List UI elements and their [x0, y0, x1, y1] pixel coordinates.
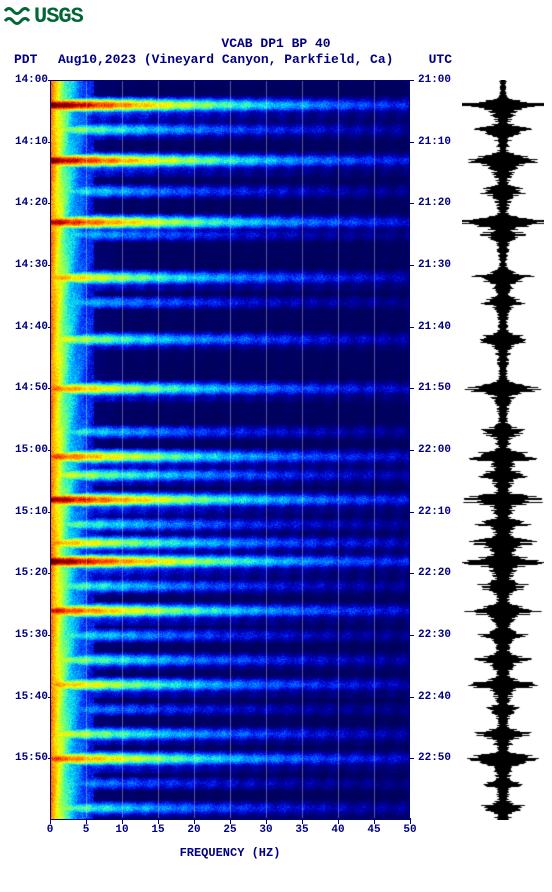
ytick-left: 15:20 — [0, 567, 52, 579]
xtick: 5 — [83, 824, 90, 836]
xaxis-label: FREQUENCY (HZ) — [50, 846, 410, 860]
ytick-left: 14:40 — [0, 321, 52, 333]
xtick: 20 — [187, 824, 200, 836]
ytick-left: 15:50 — [0, 752, 52, 764]
xtick: 50 — [403, 824, 416, 836]
xtick: 35 — [295, 824, 308, 836]
ytick-right: 21:40 — [414, 321, 462, 333]
ytick-right: 21:00 — [414, 74, 462, 86]
ytick-right: 22:00 — [414, 444, 462, 456]
xtick: 25 — [223, 824, 236, 836]
ytick-right: 22:20 — [414, 567, 462, 579]
xtick: 40 — [331, 824, 344, 836]
xtick: 10 — [115, 824, 128, 836]
usgs-logo: USGS — [4, 4, 83, 29]
spectrogram-plot — [50, 80, 410, 820]
ytick-left: 14:50 — [0, 382, 52, 394]
tz-right-label: UTC — [429, 52, 452, 67]
ytick-left: 14:00 — [0, 74, 52, 86]
ytick-right: 22:40 — [414, 691, 462, 703]
ytick-left: 14:20 — [0, 197, 52, 209]
waveform-plot — [462, 80, 544, 820]
xtick: 30 — [259, 824, 272, 836]
ytick-right: 21:20 — [414, 197, 462, 209]
ytick-right: 21:50 — [414, 382, 462, 394]
ytick-left: 15:30 — [0, 629, 52, 641]
ytick-left: 15:00 — [0, 444, 52, 456]
waves-icon — [4, 5, 30, 28]
subtitle-main: Aug10,2023 (Vineyard Canyon, Parkfield, … — [58, 52, 393, 67]
ytick-right: 22:50 — [414, 752, 462, 764]
xaxis: 05101520253035404550 — [50, 824, 410, 842]
plot-title: VCAB DP1 BP 40 — [0, 36, 552, 51]
ytick-left: 14:10 — [0, 136, 52, 148]
ytick-left: 14:30 — [0, 259, 52, 271]
ytick-left: 15:10 — [0, 506, 52, 518]
ytick-right: 22:30 — [414, 629, 462, 641]
ytick-left: 15:40 — [0, 691, 52, 703]
yaxis-left: 14:0014:1014:2014:3014:4014:5015:0015:10… — [0, 80, 48, 820]
ytick-right: 21:10 — [414, 136, 462, 148]
ytick-right: 21:30 — [414, 259, 462, 271]
logo-text: USGS — [34, 4, 83, 29]
yaxis-right: 21:0021:1021:2021:3021:4021:5022:0022:10… — [414, 80, 458, 820]
xtick: 15 — [151, 824, 164, 836]
tz-left-label: PDT — [14, 52, 37, 67]
xtick: 45 — [367, 824, 380, 836]
ytick-right: 22:10 — [414, 506, 462, 518]
xtick: 0 — [47, 824, 54, 836]
